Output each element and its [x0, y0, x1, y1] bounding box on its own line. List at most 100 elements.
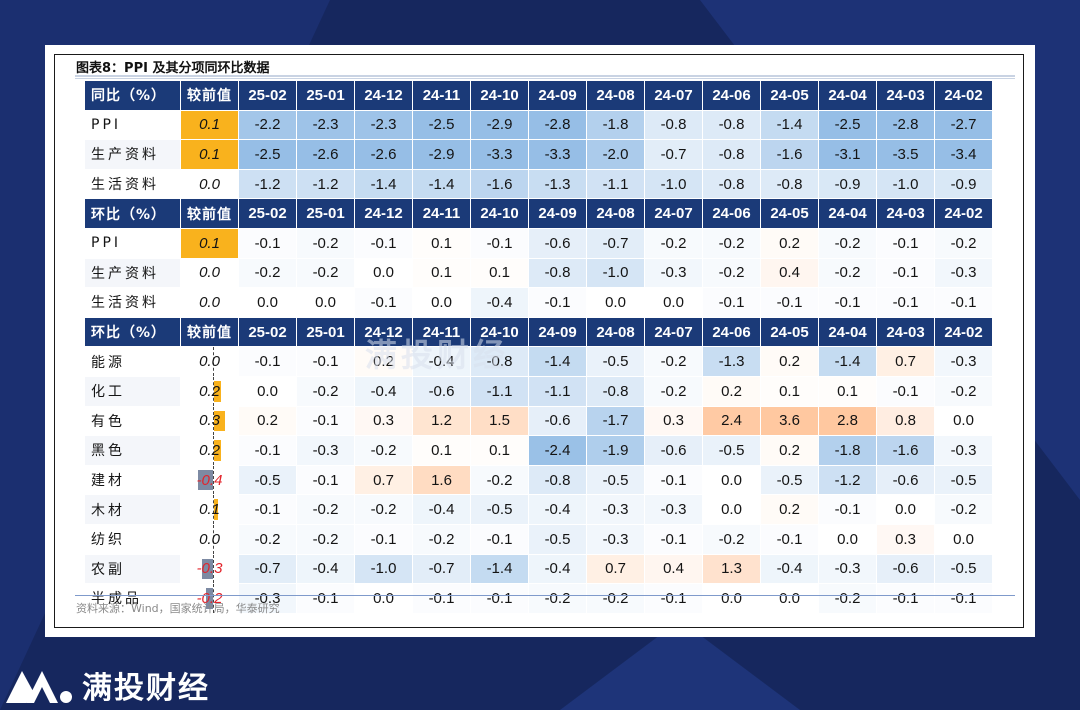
table-row: PPI 0.1 -2.2 -2.3 -2.3 -2.5 -2.9 -2.8 -1.8 -0.8 -0…	[84, 109, 993, 141]
month-header: 25-02	[238, 198, 297, 229]
value-cell: -0.7	[644, 139, 703, 170]
change-axis	[213, 584, 214, 613]
change-cell: -0.4	[180, 464, 239, 496]
value-cell: -2.6	[354, 139, 413, 170]
section-header-label: 环比（%）	[84, 198, 181, 229]
value-cell: 0.0	[354, 257, 413, 289]
value-cell: 0.8	[876, 405, 935, 437]
value-cell: -0.7	[412, 553, 471, 585]
change-bar	[198, 469, 213, 491]
value-cell: -1.0	[876, 168, 935, 200]
value-cell: 0.2	[354, 346, 413, 377]
month-header: 24-07	[644, 80, 703, 111]
value-cell: -2.0	[586, 139, 645, 170]
value-cell: -0.8	[702, 168, 761, 200]
month-header: 25-01	[296, 80, 355, 111]
month-header: 24-08	[586, 316, 645, 348]
value-cell: -0.4	[760, 553, 819, 585]
value-cell: -0.4	[470, 287, 529, 318]
month-header: 24-12	[354, 80, 413, 111]
value-cell: -3.3	[470, 139, 529, 170]
change-value: -0.4	[196, 471, 223, 489]
value-cell: -0.1	[644, 464, 703, 496]
value-cell: -1.3	[702, 346, 761, 377]
value-cell: 0.4	[760, 257, 819, 289]
change-value: -0.3	[196, 560, 223, 578]
value-cell: -0.1	[760, 523, 819, 555]
change-cell: 0.0	[180, 523, 239, 555]
value-cell: -0.6	[528, 405, 587, 437]
value-cell: -0.1	[470, 227, 529, 259]
value-cell: 2.8	[818, 405, 877, 437]
value-cell: -1.9	[586, 435, 645, 466]
month-header: 25-02	[238, 316, 297, 348]
change-cell: 0.0	[180, 287, 239, 318]
change-cell: 0.0	[180, 168, 239, 200]
value-cell: -3.1	[818, 139, 877, 170]
value-cell: -0.2	[354, 494, 413, 525]
value-cell: -1.4	[818, 346, 877, 377]
change-axis	[213, 465, 214, 495]
value-cell: -0.5	[586, 346, 645, 377]
value-cell: -0.3	[934, 257, 993, 289]
change-bar	[214, 440, 222, 461]
change-axis	[213, 554, 214, 584]
value-cell: 1.3	[702, 553, 761, 585]
row-label: 建材	[84, 464, 181, 496]
month-header: 24-07	[644, 316, 703, 348]
value-cell: -0.2	[296, 257, 355, 289]
row-label: 纺织	[84, 523, 181, 555]
value-cell: -0.8	[702, 109, 761, 141]
value-cell: 0.0	[296, 287, 355, 318]
row-label: PPI	[84, 109, 181, 141]
value-cell: -0.1	[934, 583, 993, 614]
value-cell: -0.1	[354, 287, 413, 318]
value-cell: -0.1	[296, 346, 355, 377]
change-value: 0.1	[199, 501, 220, 519]
value-cell: -0.1	[296, 405, 355, 437]
value-cell: -0.8	[702, 139, 761, 170]
value-cell: -0.4	[354, 375, 413, 407]
figure-frame	[54, 54, 1024, 628]
table-row: 化工 0.2 0.0 -0.2 -0.4 -0.6 -1.1 -1.1 -0.8 -0.2 0.2 0…	[84, 375, 993, 407]
month-header: 24-07	[644, 198, 703, 229]
table-row: 木材 0.1 -0.1 -0.2 -0.2 -0.4 -0.5 -0.4 -0.3 -0.3 0.0…	[84, 494, 993, 525]
change-cell: 0.1	[180, 139, 239, 170]
value-cell: 0.0	[934, 523, 993, 555]
month-header: 24-02	[934, 198, 993, 229]
value-cell: -0.1	[238, 435, 297, 466]
value-cell: 0.3	[644, 405, 703, 437]
value-cell: -0.1	[702, 287, 761, 318]
value-cell: -0.6	[412, 375, 471, 407]
value-cell: -0.1	[644, 583, 703, 614]
row-label: 生活资料	[84, 287, 181, 318]
value-cell: -0.2	[296, 523, 355, 555]
value-cell: -0.2	[934, 375, 993, 407]
value-cell: -0.9	[818, 168, 877, 200]
value-cell: -2.3	[296, 109, 355, 141]
value-cell: -0.4	[528, 494, 587, 525]
value-cell: -0.5	[528, 523, 587, 555]
month-header: 24-12	[354, 198, 413, 229]
value-cell: -0.4	[412, 494, 471, 525]
row-label: 木材	[84, 494, 181, 525]
value-cell: 0.0	[412, 287, 471, 318]
value-cell: -0.1	[238, 227, 297, 259]
month-header: 24-09	[528, 198, 587, 229]
month-header: 24-11	[412, 80, 471, 111]
change-header: 较前值	[180, 316, 239, 348]
value-cell: -0.6	[644, 435, 703, 466]
value-cell: -1.7	[586, 405, 645, 437]
change-bar	[214, 410, 226, 432]
value-cell: 0.0	[702, 494, 761, 525]
title-rule-thin	[75, 78, 1015, 79]
value-cell: 0.7	[876, 346, 935, 377]
value-cell: -0.4	[296, 553, 355, 585]
value-cell: -0.2	[934, 227, 993, 259]
value-cell: 0.2	[702, 375, 761, 407]
row-label: 生产资料	[84, 257, 181, 289]
value-cell: -1.6	[760, 139, 819, 170]
value-cell: -3.3	[528, 139, 587, 170]
table-row: 生产资料 0.1 -2.5 -2.6 -2.6 -2.9 -3.3 -3.3 -2.0 -0.7-…	[84, 139, 993, 170]
change-axis	[213, 347, 214, 376]
